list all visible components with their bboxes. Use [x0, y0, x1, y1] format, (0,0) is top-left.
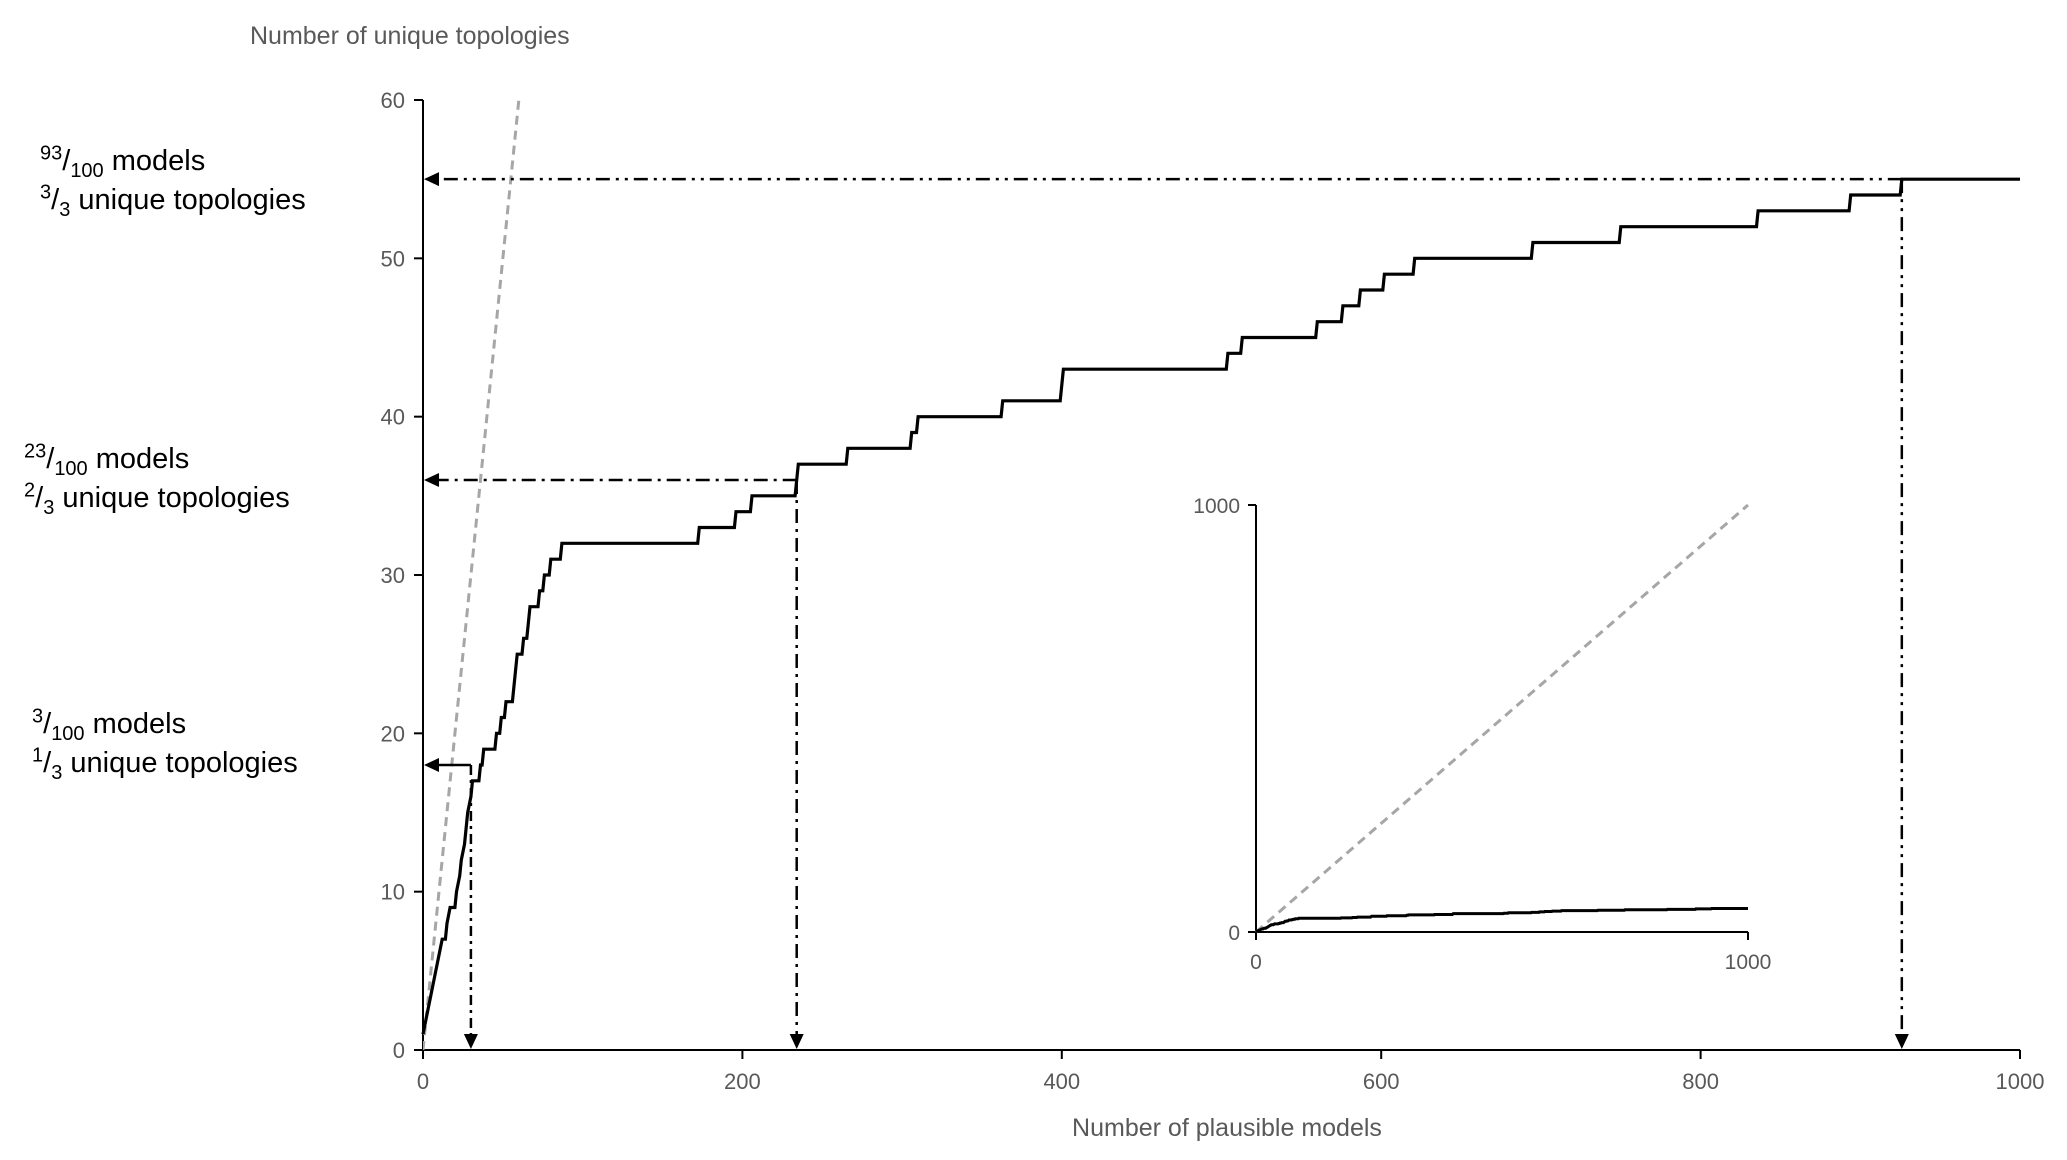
y-tick-label: 30 — [381, 563, 405, 588]
series-line-diagonal — [423, 100, 521, 1050]
main-axes — [422, 100, 2020, 1051]
annotation-line-topologies: 1/3 unique topologies — [32, 744, 298, 784]
annotation-line-topologies: 2/3 unique topologies — [24, 479, 290, 519]
annotation-text: models — [95, 443, 190, 475]
annotation-numerator: 3 — [32, 705, 44, 728]
annotation-arrowhead-down — [789, 1034, 804, 1049]
inset-x-tick-label: 0 — [1250, 951, 1262, 974]
annotation-numerator: 93 — [40, 142, 63, 165]
annotation-arrowhead-down — [1894, 1034, 1909, 1049]
annotation-line-topologies: 3/3 unique topologies — [40, 181, 306, 221]
annotation-arrowhead-left — [424, 172, 439, 187]
x-tick-label: 600 — [1363, 1069, 1400, 1094]
annotation-denominator: 100 — [51, 722, 85, 745]
annotation-text: models — [92, 708, 187, 740]
annotation-three-thirds: 93/100 models 3/3 unique topologies — [40, 142, 306, 220]
y-tick-label: 40 — [381, 405, 405, 430]
annotation-text: unique topologies — [70, 747, 298, 779]
x-tick-label: 1000 — [1996, 1069, 2045, 1094]
annotation-two-thirds: 23/100 models 2/3 unique topologies — [24, 440, 290, 518]
inset-series-line-diagonal — [1255, 503, 1749, 934]
annotation-denominator: 3 — [59, 198, 71, 221]
inset-x-tick-label: 1000 — [1725, 951, 1772, 974]
x-tick-label: 200 — [724, 1069, 761, 1094]
annotation-text: unique topologies — [62, 482, 290, 514]
inset-chart: 0 1000 0 1000 — [1193, 495, 1771, 974]
annotation-arrowhead-left — [424, 473, 439, 487]
series-line-unique-topologies — [421, 177, 2020, 1035]
annotation-denominator: 100 — [70, 159, 104, 182]
annotation-numerator: 23 — [24, 440, 47, 463]
y-tick-label: 0 — [393, 1038, 405, 1063]
annotation-text: models — [111, 145, 206, 177]
x-tick-label: 800 — [1682, 1069, 1719, 1094]
annotation-one-third: 3/100 models 1/3 unique topologies — [32, 705, 298, 783]
x-axis-title: Number of plausible models — [1072, 1114, 1382, 1142]
annotation-line-models: 23/100 models — [24, 440, 190, 480]
annotation-line-models: 3/100 models — [32, 705, 187, 745]
y-tick-label: 50 — [381, 246, 405, 271]
annotation-line-models: 93/100 models — [40, 142, 206, 182]
annotation-text: unique topologies — [78, 184, 306, 216]
annotation-denominator: 100 — [54, 457, 88, 480]
main-plot-area — [421, 100, 2020, 1050]
annotation-numerator: 3 — [40, 181, 52, 204]
x-tick-label: 400 — [1043, 1069, 1080, 1094]
annotation-denominator: 3 — [43, 496, 55, 519]
annotation-arrowhead-down — [463, 1034, 478, 1049]
inset-series-line-unique-topologies — [1255, 907, 1748, 933]
annotation-denominator: 3 — [51, 761, 63, 784]
annotation-numerator: 2 — [24, 479, 36, 502]
inset-y-tick-label: 1000 — [1193, 495, 1240, 518]
annotation-numerator: 1 — [32, 744, 44, 767]
y-tick-label: 10 — [381, 880, 405, 905]
y-tick-label: 60 — [381, 88, 405, 113]
y-tick-label: 20 — [381, 721, 405, 746]
annotation-arrowhead-left — [424, 758, 439, 772]
inset-y-tick-label: 0 — [1228, 922, 1240, 945]
y-axis-title: Number of unique topologies — [250, 22, 570, 50]
x-tick-label: 0 — [417, 1069, 429, 1094]
